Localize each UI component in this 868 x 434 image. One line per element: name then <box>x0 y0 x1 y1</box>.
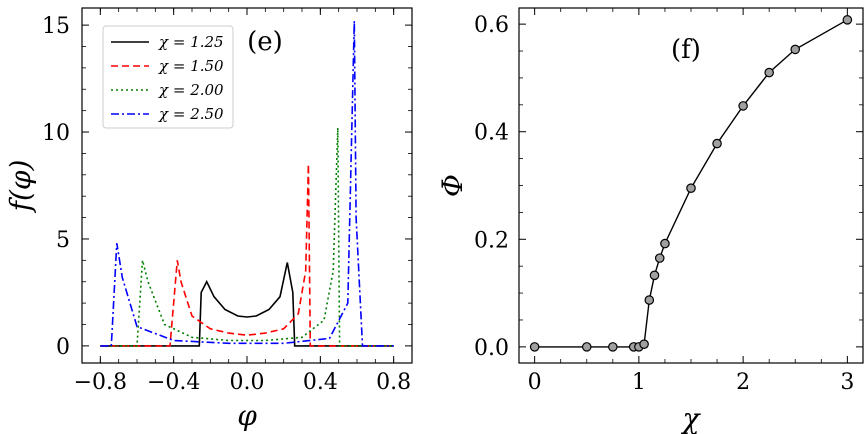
x-tick-label: 0.4 <box>303 370 338 395</box>
data-point <box>644 295 655 305</box>
data-point <box>649 270 660 281</box>
data-point <box>654 253 665 263</box>
y-tick-label: 5 <box>56 228 70 253</box>
x-tick-label: 1 <box>632 370 646 395</box>
series-line-chi-2 <box>100 164 394 347</box>
x-tick-label: −0.8 <box>74 370 127 395</box>
x-tick-label: 2 <box>736 370 750 395</box>
series-line-chi-4 <box>100 20 394 347</box>
y-tick-label: 10 <box>42 121 70 146</box>
data-point <box>790 44 801 55</box>
x-tick-label: 0 <box>528 370 542 395</box>
data-point <box>712 138 722 149</box>
data-point <box>608 342 618 352</box>
x-tick-label: −0.4 <box>147 370 200 395</box>
data-point <box>581 342 592 352</box>
data-point <box>738 101 748 111</box>
x-tick-label: 3 <box>840 370 854 395</box>
x-tick-label: 0.8 <box>376 370 411 395</box>
legend-box <box>102 25 234 129</box>
legend-entry: χ = 2.50 <box>158 105 224 123</box>
panel-label-f: (f) <box>671 35 701 65</box>
series-line-chi-3 <box>100 127 394 347</box>
x-tick-label: 0.0 <box>230 370 265 395</box>
data-point <box>764 67 774 78</box>
y-tick-label: 0.6 <box>474 13 509 38</box>
panel-e-chart: −0.8 −0.4 0.0 0.4 0.8 0 5 10 15 φ f(φ) (e) χ = 1.25 χ… <box>4 7 413 432</box>
data-point <box>842 15 853 25</box>
y-axis-label: f(φ) <box>4 160 37 214</box>
legend-entry: χ = 1.25 <box>158 33 224 51</box>
series-line-chi-1 <box>100 262 394 347</box>
legend-entry: χ = 1.50 <box>158 57 224 75</box>
x-axis-label: φ <box>237 399 257 432</box>
y-axis-label: Φ <box>436 174 469 197</box>
y-tick-label: 0 <box>56 335 70 360</box>
y-tick-label: 0.2 <box>474 228 509 253</box>
y-tick-label: 0.0 <box>474 336 509 361</box>
panel-label-e: (e) <box>247 27 283 57</box>
legend-entry: χ = 2.00 <box>158 81 224 99</box>
order-parameter-line <box>534 19 848 348</box>
data-point <box>529 342 540 352</box>
y-tick-label: 15 <box>42 14 70 39</box>
y-tick-label: 0.4 <box>474 121 509 146</box>
data-point <box>686 183 696 193</box>
data-point <box>639 339 649 349</box>
x-axis-label: χ <box>681 402 702 434</box>
panel-f-chart: 0 1 2 3 0.0 0.2 0.4 0.6 χ Φ (f) <box>436 7 864 434</box>
data-point <box>660 238 670 249</box>
